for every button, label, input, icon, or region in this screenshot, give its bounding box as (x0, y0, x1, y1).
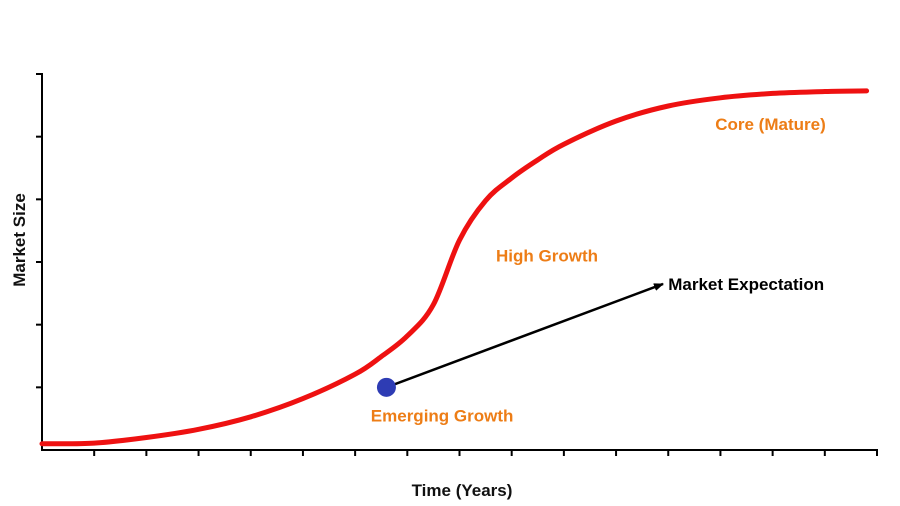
current-position-point (376, 377, 396, 397)
market-expectation-arrow (385, 282, 664, 389)
annotation-label: Core (Mature) (715, 115, 826, 134)
annotation-label: Market Expectation (668, 275, 824, 294)
annotation-label: Emerging Growth (371, 407, 514, 426)
annotation-label: High Growth (496, 247, 598, 266)
x-axis-title: Time (Years) (412, 481, 513, 500)
market-size-curve (39, 88, 870, 447)
annotations: Emerging Growth High Growth Market Expecta… (371, 115, 826, 425)
y-axis-title: Market Size (10, 193, 29, 287)
